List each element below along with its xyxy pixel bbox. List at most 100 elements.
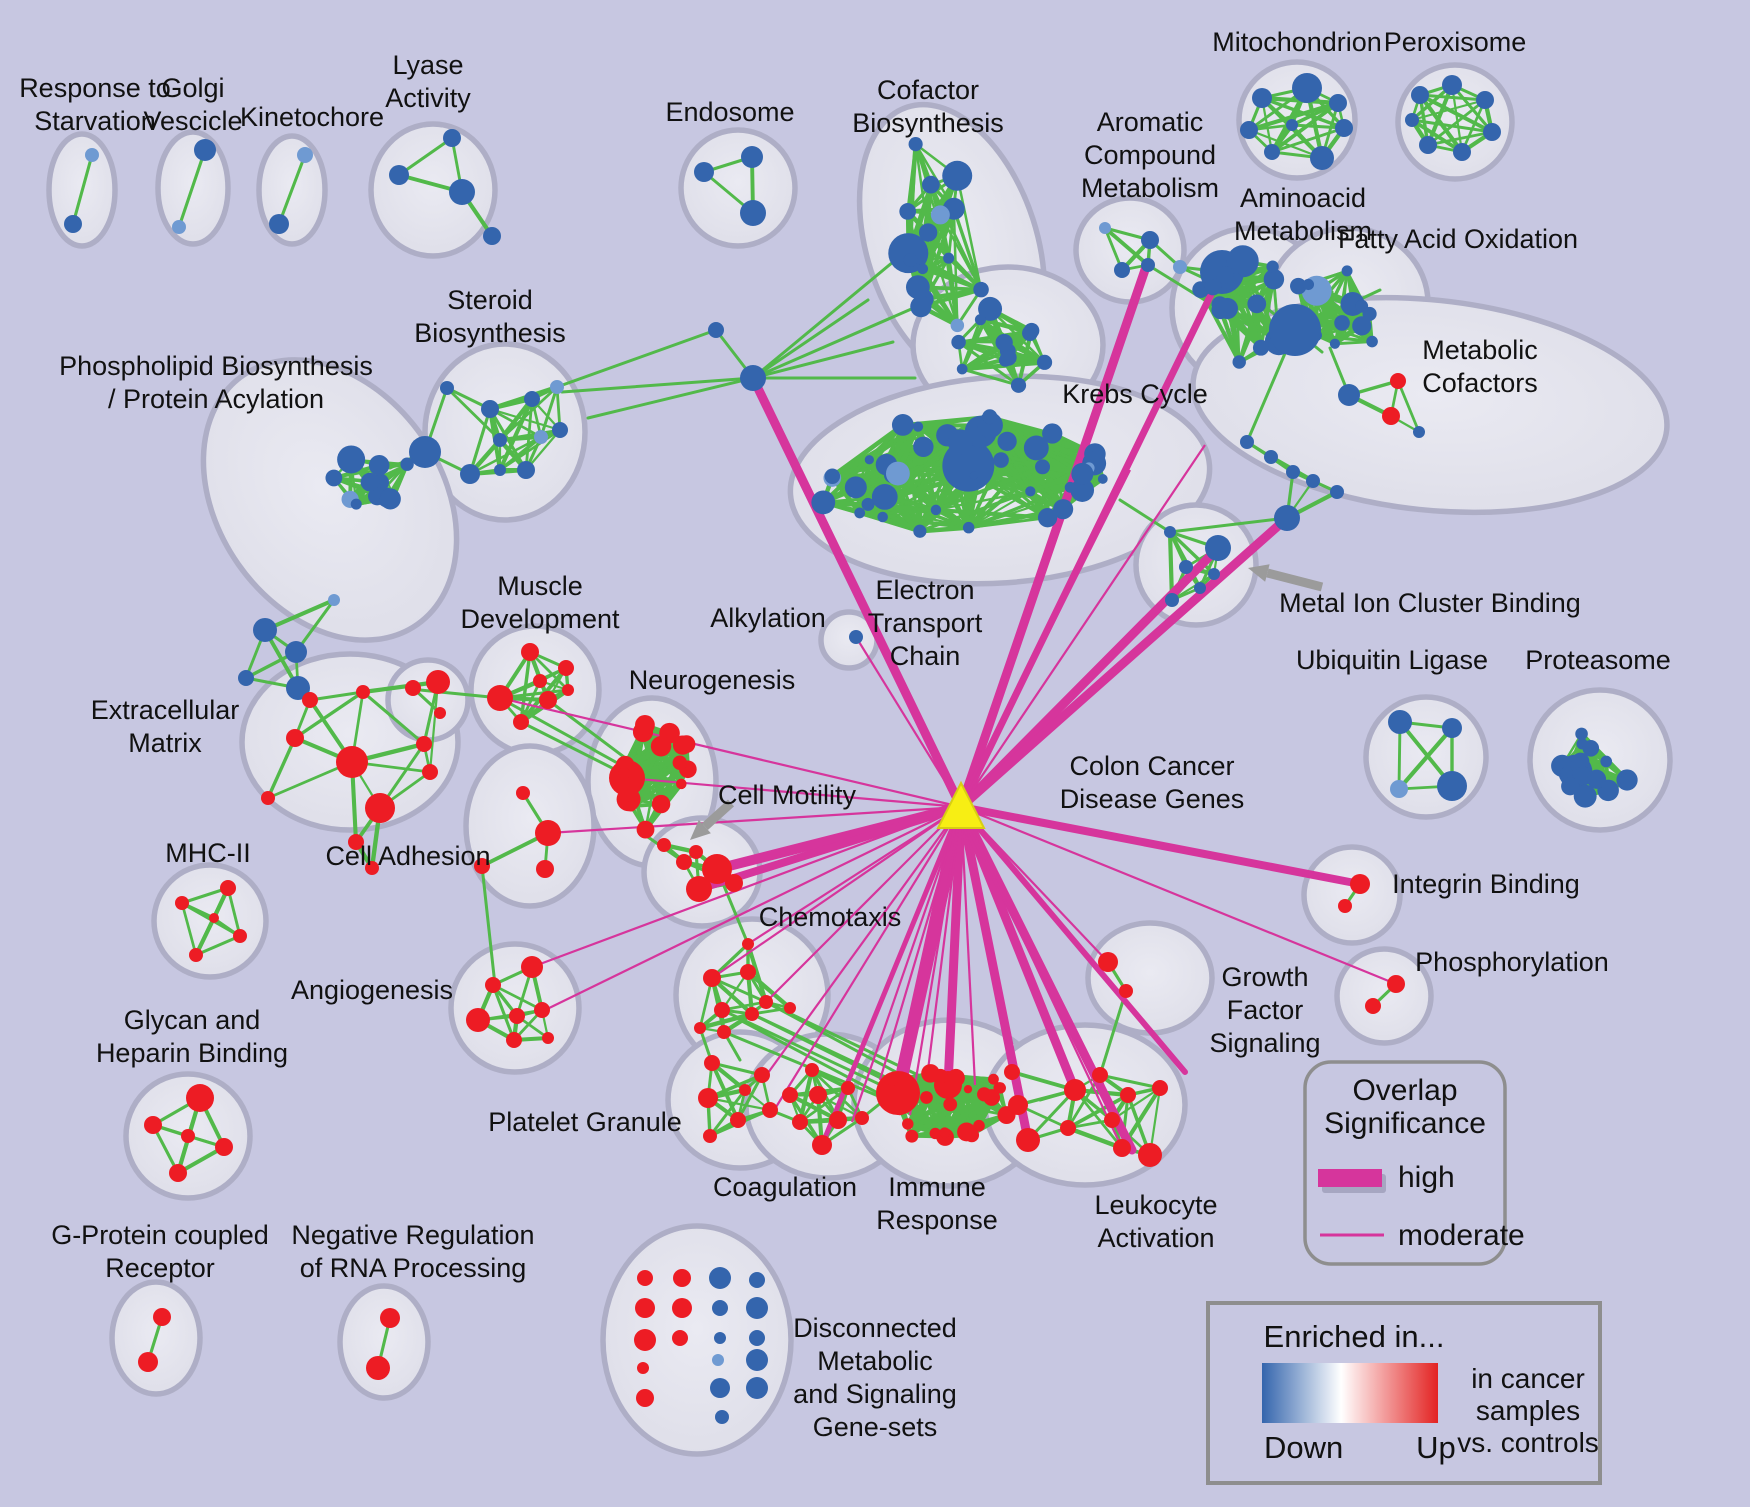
- cluster-label-kinetochore: Kinetochore: [240, 102, 384, 132]
- gene-overlap-bridge-edge: [764, 1000, 947, 1090]
- cluster-edge-kinetochore: [277, 153, 307, 226]
- gene-set-node-mhc-ii: [175, 896, 189, 910]
- cluster-edge-phospholipid-lower-chain: [262, 597, 337, 633]
- gene-set-node-metabolic-cofactors: [1330, 485, 1344, 499]
- overlap-edge-moderate: [764, 806, 962, 1078]
- colon-cancer-hub-triangle: [936, 780, 986, 829]
- gene-set-node-neurogenesis: [650, 736, 672, 757]
- gene-set-node-aromatic-compound-metabolism: [1114, 262, 1130, 278]
- gene-set-node-metabolic-cofactors: [1338, 384, 1360, 406]
- gene-set-node-metal-ion-cluster-binding: [1165, 593, 1179, 607]
- gene-set-node-cofactor-biosynthesis: [943, 252, 955, 264]
- gene-set-node-junction-nodes: [740, 365, 766, 391]
- gene-set-node-coagulation: [841, 1081, 855, 1095]
- gene-set-node-phospholipid-protein-acylation: [360, 472, 380, 492]
- gene-set-node-disconnected-gene-sets: [672, 1330, 688, 1346]
- cluster-label-angiogenesis: Angiogenesis: [291, 975, 453, 1005]
- gene-set-node-immune-response: [905, 1129, 919, 1143]
- cluster-label-cell-adhesion-upper: Cell Adhesion: [325, 841, 490, 871]
- gene-set-node-steroid-biosynthesis: [517, 461, 535, 479]
- gene-overlap-bridge-edge: [751, 298, 870, 380]
- gene-set-node-aminoacid-metabolism: [1266, 260, 1279, 273]
- gene-set-node-metabolic-cofactors: [1274, 505, 1300, 531]
- cell-motility-arrow: [701, 799, 735, 830]
- gene-set-node-steroid-biosynthesis: [481, 400, 499, 418]
- gene-set-node-peroxisome: [1419, 136, 1437, 154]
- cluster-label-glycan-heparin-binding-line-1: Glycan and: [124, 1005, 261, 1035]
- gene-set-node-coagulation: [809, 1086, 827, 1104]
- cluster-edge-electron-transport-chain: [934, 464, 1045, 512]
- gene-set-node-platelet-granule: [739, 1084, 751, 1096]
- overlap-edge-high: [943, 802, 966, 1090]
- gene-set-node-electron-transport-chain: [877, 511, 888, 523]
- cluster-edge-electron-transport-chain: [881, 508, 937, 519]
- cluster-edge-steroid-biosynthesis: [498, 385, 559, 442]
- cluster-label-cofactor-biosynthesis-line-2: Biosynthesis: [852, 108, 1004, 138]
- gene-set-node-steroid-biosynthesis: [524, 391, 540, 407]
- cluster-ellipse-lyase-activity: [368, 121, 498, 259]
- gene-set-node-disconnected-gene-sets: [672, 1298, 692, 1318]
- gene-set-node-krebs-cycle: [995, 333, 1013, 352]
- gene-set-node-platelet-granule: [730, 1112, 746, 1128]
- gene-set-node-extracellular-matrix: [286, 729, 304, 747]
- gene-set-node-fatty-acid-oxidation: [1341, 265, 1353, 277]
- overlap-edge-moderate: [960, 444, 1206, 808]
- cluster-edge-angiogenesis: [491, 983, 544, 1012]
- cluster-edge-mhc-ii: [226, 886, 242, 938]
- gene-set-node-disconnected-gene-sets: [714, 1332, 726, 1344]
- gene-set-node-muscle-development: [533, 674, 547, 688]
- overlap-edge-moderate: [878, 806, 963, 1081]
- gene-set-node-extracellular-matrix: [422, 764, 438, 780]
- gene-set-node-electron-transport-chain: [993, 452, 1009, 468]
- gene-set-node-disconnected-gene-sets: [746, 1297, 768, 1319]
- gene-set-node-integrin-binding: [1338, 899, 1352, 913]
- gene-set-node-electron-transport-chain: [824, 468, 841, 484]
- gene-set-node-cofactor-biosynthesis: [903, 253, 918, 267]
- enriched-down-label: Down: [1264, 1430, 1343, 1465]
- gene-set-node-disconnected-gene-sets: [635, 1298, 655, 1318]
- gene-set-node-metabolic-cofactors: [1264, 450, 1278, 464]
- cluster-edge-ubiquitin-ligase: [1396, 725, 1455, 792]
- gene-set-node-neurogenesis: [676, 778, 687, 790]
- gene-set-node-golgi-vescicle: [194, 139, 216, 161]
- gene-set-node-coagulation: [782, 1087, 798, 1103]
- cluster-edge-chemotaxis: [745, 969, 793, 1011]
- gene-set-node-steroid-biosynthesis: [493, 433, 507, 447]
- gene-set-node-cofactor-biosynthesis: [930, 205, 950, 225]
- gene-set-node-phospholipid-lower-chain: [328, 594, 340, 606]
- cluster-label-growth-factor-signaling-line-3: Signaling: [1209, 1028, 1320, 1058]
- gene-set-node-aminoacid-metabolism: [1263, 268, 1285, 290]
- gene-set-node-platelet-granule: [762, 1102, 778, 1118]
- gene-set-node-electron-transport-chain: [871, 483, 898, 510]
- cluster-edge-electron-transport-chain: [933, 507, 1050, 520]
- overlap-edge-moderate: [908, 806, 963, 1116]
- gene-overlap-bridge-edge: [1146, 263, 1226, 314]
- gene-set-node-proteasome: [1571, 752, 1590, 771]
- overlap-legend-high-swatch: [1318, 1169, 1382, 1187]
- enriched-note-line-1: in cancer: [1471, 1363, 1585, 1394]
- gene-set-node-mitochondrion: [1286, 119, 1298, 131]
- gene-set-node-extracellular-matrix: [348, 834, 364, 850]
- overlap-edge-moderate: [855, 636, 962, 808]
- overlap-edge-high: [956, 513, 1292, 812]
- cluster-edge-peroxisome: [1460, 98, 1487, 154]
- cluster-label-growth-factor-signaling-line-1: Growth: [1221, 962, 1308, 992]
- gene-set-node-leukocyte-activation: [1152, 1080, 1168, 1096]
- gene-set-node-cofactor-biosynthesis: [888, 233, 929, 274]
- cluster-edge-leukocyte-activation: [1110, 1086, 1162, 1122]
- gene-set-node-muscle-development: [562, 684, 574, 696]
- gene-set-node-chemotaxis: [745, 1007, 759, 1021]
- cluster-label-aromatic-compound-metabolism-line-2: Compound: [1084, 140, 1216, 170]
- cluster-label-leukocyte-activation-line-2: Activation: [1097, 1223, 1214, 1253]
- gene-set-node-electron-transport-chain: [891, 414, 914, 436]
- cluster-edge-steroid-biosynthesis: [497, 396, 535, 443]
- gene-set-node-mitochondrion: [1292, 73, 1322, 103]
- cluster-edge-krebs-cycle: [960, 318, 982, 371]
- gene-set-node-metabolic-cofactors: [1390, 373, 1406, 389]
- gene-set-node-g-protein-coupled-receptor: [153, 1308, 171, 1326]
- gene-set-node-neurogenesis: [677, 735, 696, 754]
- gene-set-node-response-to-starvation: [64, 215, 82, 233]
- enriched-note-line-2: samples: [1476, 1395, 1580, 1426]
- gene-set-node-endosome: [741, 146, 763, 168]
- gene-set-node-immune-response: [943, 1097, 958, 1112]
